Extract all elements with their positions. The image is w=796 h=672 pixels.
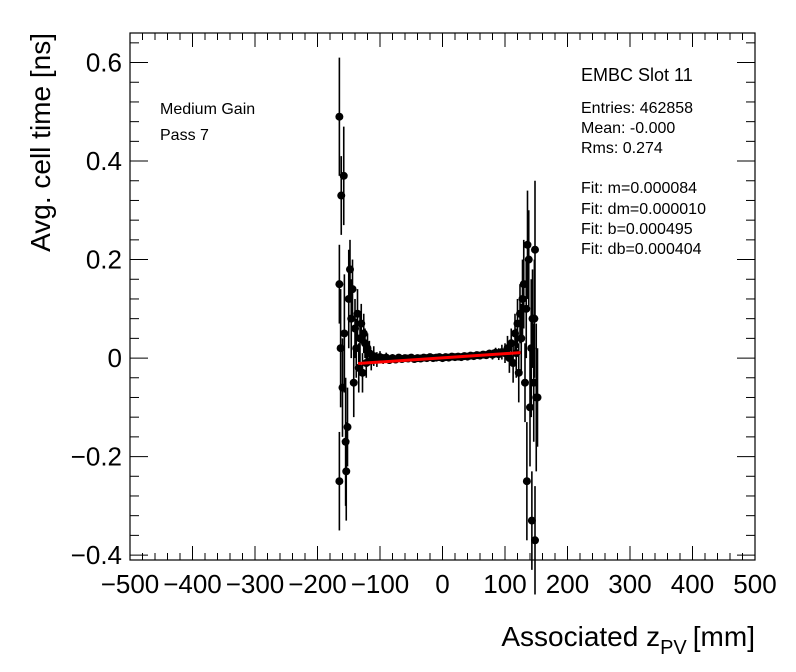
point-marker [523,240,532,249]
x-tick-label: 0 [435,569,449,599]
point-marker [507,339,516,348]
data-point [342,422,351,521]
stat-fit-dm: Fit: dm=0.000010 [581,201,706,218]
data-point [339,126,348,226]
point-marker [348,285,357,294]
x-tick-label: −100 [351,569,410,599]
data-point [349,348,358,418]
point-marker [342,467,351,476]
point-marker [335,112,344,121]
point-marker [358,368,367,377]
stat-rms: Rms: 0.274 [581,140,663,157]
tick-labels: −500 −400 −300 −200 −100 0 100 200 300 400 500 −0.4… [71,48,777,599]
stat-fit-b: Fit: b=0.000495 [581,221,693,238]
point-marker [530,314,539,323]
point-marker [527,516,536,525]
chart-title: EMBC Slot 11 [581,65,693,85]
x-tick-label: 200 [546,569,589,599]
x-tick-label: 500 [733,569,776,599]
point-marker [335,477,344,486]
x-axis-title: Associated zPV [mm] [501,621,755,659]
point-marker [518,294,527,303]
stat-mean: Mean: -0.000 [581,120,675,137]
point-marker [509,358,518,367]
data-point [348,259,357,319]
point-marker [533,393,542,402]
x-tick-label: 100 [483,569,526,599]
x-tick-label: 300 [608,569,651,599]
point-marker [343,423,352,432]
data-point [335,57,344,176]
plot-frame [129,32,756,561]
stat-fit-m: Fit: m=0.000084 [581,180,697,197]
annotation-pass: Pass 7 [160,127,209,144]
point-marker [522,477,531,486]
y-tick-label: 0.6 [86,48,122,78]
axis-ticks [129,33,756,560]
data-point [343,387,352,467]
y-tick-label: −0.2 [71,442,122,472]
data-points [335,57,542,595]
data-point [530,259,539,378]
point-marker [526,403,534,412]
data-point [335,244,344,324]
y-tick-label: −0.4 [71,540,122,570]
data-point [527,471,536,570]
point-marker [339,171,348,180]
annotation-gain: Medium Gain [160,101,255,118]
x-tick-label: 400 [671,569,714,599]
x-tick-label: −200 [288,569,347,599]
point-marker [531,245,539,254]
data-point [524,210,533,309]
y-tick-label: 0.4 [86,146,122,176]
y-tick-label: 0.2 [86,245,122,275]
point-marker [521,378,529,387]
fit-line [358,351,521,365]
y-tick-label: 0 [108,343,122,373]
data-point [509,343,518,383]
point-marker [359,329,368,338]
data-point [335,431,344,531]
x-tick-label: −500 [101,569,160,599]
point-marker [340,329,349,338]
data-point [522,422,531,541]
data-point [340,274,349,393]
point-marker [531,536,539,545]
x-tick-label: −300 [226,569,285,599]
x-tick-label: −400 [163,569,222,599]
point-marker [347,314,356,323]
point-marker [524,255,533,264]
stat-fit-db: Fit: db=0.000404 [581,241,702,258]
y-axis-title: Avg. cell time [ns] [25,33,56,252]
data-point [521,343,529,423]
point-marker [335,280,344,289]
stat-entries: Entries: 462858 [581,100,693,117]
point-marker [336,344,345,353]
point-marker [517,334,526,343]
point-marker [349,378,358,387]
data-point [533,348,542,447]
data-point [531,486,539,595]
data-point [358,353,367,393]
